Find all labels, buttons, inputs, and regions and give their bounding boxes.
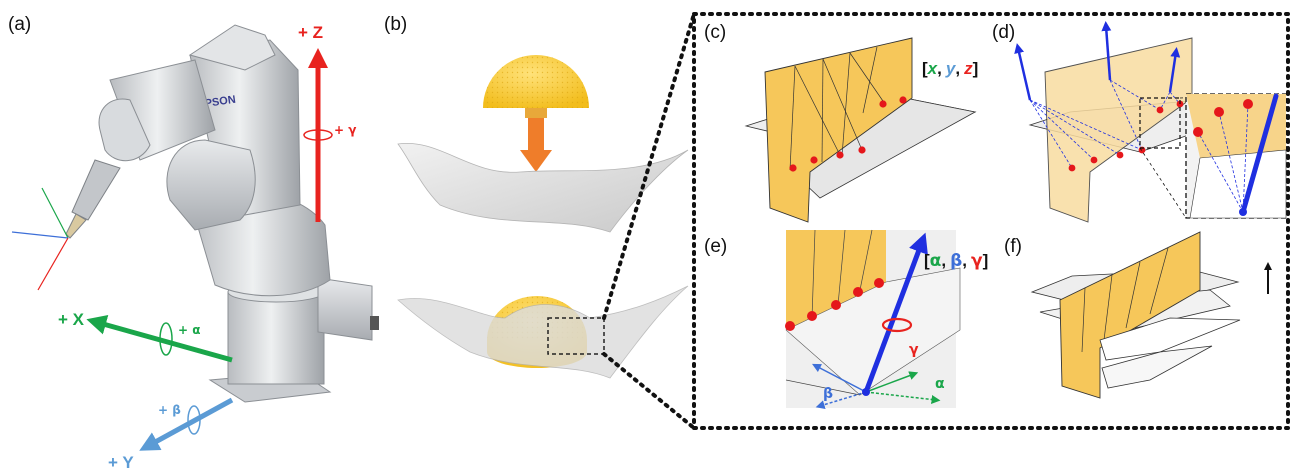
detail-inset-d — [1185, 93, 1287, 219]
flat-sheet — [397, 142, 689, 233]
svg-text:[α,β,γ]: [α, β, γ] — [924, 251, 988, 271]
beta-rotation-label: + β — [158, 403, 181, 417]
panel-a: (a) EPSON — [8, 14, 379, 472]
z-axis-label: + Z — [298, 23, 323, 42]
tool-poses-d — [1014, 21, 1181, 101]
beta-label-e: β — [823, 386, 833, 402]
zoom-frame — [692, 12, 1290, 430]
robot-tool — [71, 159, 121, 221]
press-arrow — [520, 118, 552, 172]
y-axis: + Y + β — [108, 397, 234, 472]
dome-upper — [483, 55, 589, 118]
robot-top-housing — [188, 24, 276, 71]
panel-label-f: (f) — [1004, 236, 1022, 257]
panel-label-a: (a) — [8, 14, 31, 35]
zoom-box — [547, 317, 605, 355]
alpha-rotation-label: + α — [178, 323, 200, 337]
gamma-label-e: γ — [909, 342, 919, 358]
panel-label-e: (e) — [704, 236, 727, 257]
folded-sheet-c — [764, 37, 913, 223]
panel-label-d: (d) — [992, 22, 1015, 43]
robot-arm: EPSON — [65, 24, 379, 403]
svg-text:[x,y,z]: [x, y, z] — [922, 59, 978, 78]
panel-f: (f) — [1004, 231, 1272, 399]
deformed-sheet — [397, 285, 689, 379]
zoomed-contact-e: γ α β — [785, 229, 961, 409]
panel-b: (b) — [384, 14, 689, 379]
panel-d: (d) — [992, 21, 1287, 223]
panel-c: (c) [x, y, z] — [704, 22, 978, 223]
alpha-label-e: α — [935, 376, 945, 392]
tool-frame-triad — [11, 187, 69, 291]
x-axis: + X + α — [58, 310, 233, 363]
tool-vector-e — [863, 232, 928, 393]
panel-label-b: (b) — [384, 14, 407, 35]
panel-e: (e) — [704, 229, 988, 409]
contact-points-c — [789, 96, 907, 172]
x-axis-label: + X — [58, 310, 85, 329]
robot-pedestal — [227, 291, 325, 385]
y-axis-label: + Y — [108, 453, 134, 472]
z-axis: + Z + γ — [298, 23, 356, 222]
robot-side-box — [317, 277, 373, 341]
panel-label-c: (c) — [704, 22, 726, 43]
orientation-label: [α, β, γ] — [924, 251, 988, 271]
folded-sheet-d — [1044, 37, 1193, 223]
gamma-rotation-label: + γ — [334, 123, 356, 137]
coordinate-label: [x, y, z] — [922, 59, 978, 78]
folded-sheet-f — [1059, 231, 1201, 399]
zoom-connectors — [602, 12, 696, 430]
